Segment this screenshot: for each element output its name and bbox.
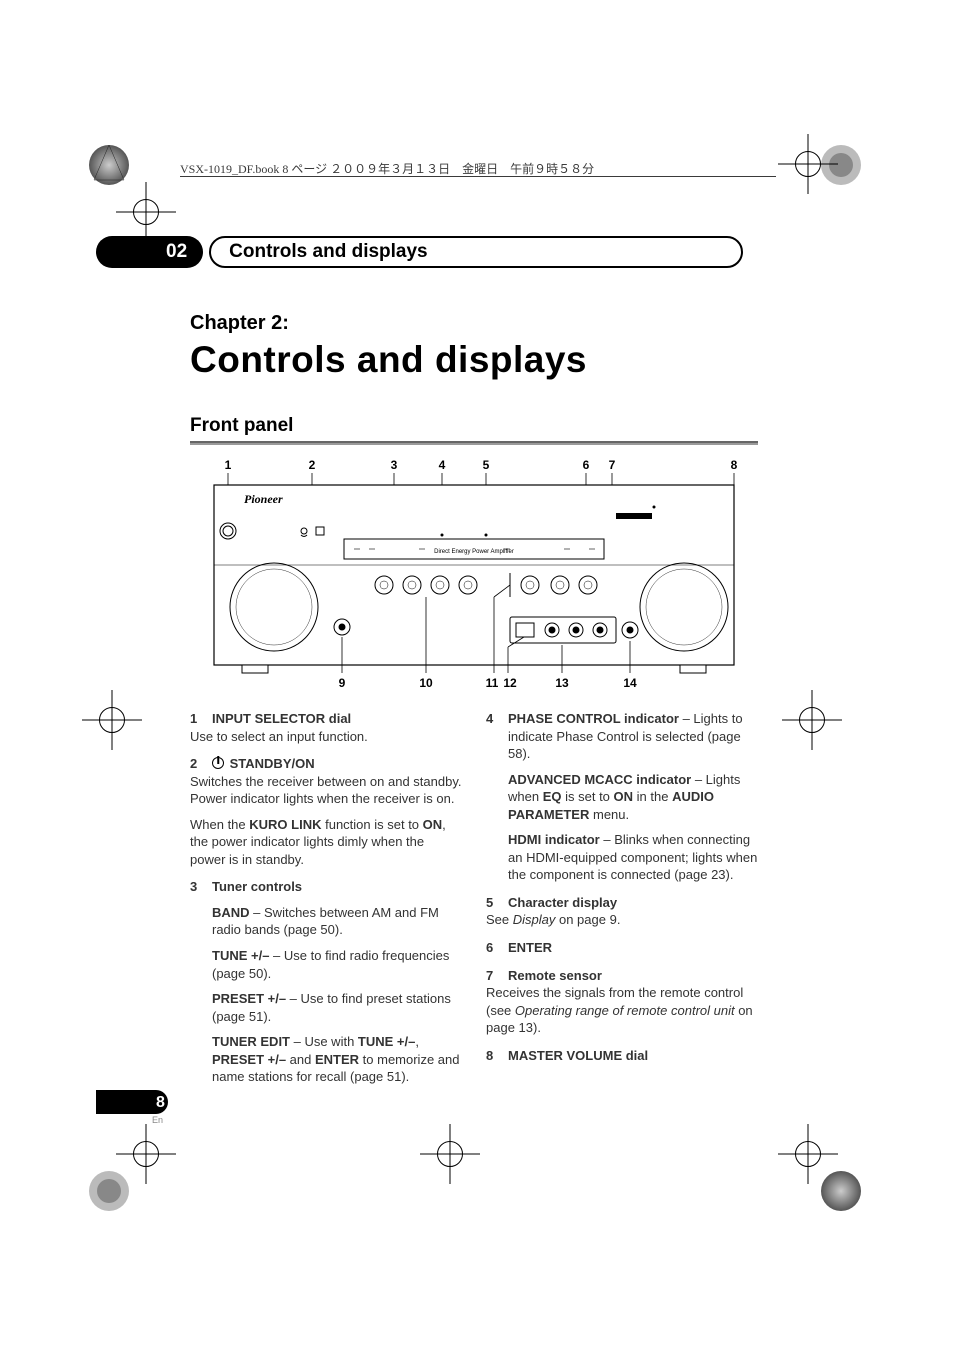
item-body-text-2: When the KURO LINK function is set to ON…	[190, 816, 462, 869]
item-num: 8	[486, 1047, 500, 1065]
item-title: Tuner controls	[212, 879, 302, 894]
item-8: 8 MASTER VOLUME dial	[486, 1047, 758, 1065]
crop-cross-top-right	[778, 134, 838, 194]
description-columns: 1 INPUT SELECTOR dial Use to select an i…	[190, 710, 758, 1096]
item-num: 5	[486, 894, 500, 912]
diagram-brand: Pioneer	[244, 492, 283, 506]
item-5: 5 Character display See Display on page …	[486, 894, 758, 929]
callout-top-6: 6	[583, 458, 590, 472]
item-num: 6	[486, 939, 500, 957]
item-title: Remote sensor	[508, 968, 602, 983]
callout-top-8: 8	[731, 458, 738, 472]
page-number: 8	[96, 1090, 168, 1114]
item-num: 4	[486, 710, 500, 763]
item-title: Character display	[508, 895, 617, 910]
item-title: STANDBY/ON	[230, 756, 315, 771]
crop-cross-mid-left	[82, 690, 142, 750]
sub-advanced-mcacc: ADVANCED MCACC indicator – Lights when E…	[508, 771, 758, 824]
callout-bottom-10: 10	[419, 676, 433, 690]
item-num: 2	[190, 755, 204, 773]
item-title: MASTER VOLUME dial	[508, 1048, 648, 1063]
callout-bottom-14: 14	[623, 676, 637, 690]
running-header-rule	[180, 176, 776, 177]
item-body-text: Use to select an input function.	[190, 728, 462, 746]
sub-band: BAND – Switches between AM and FM radio …	[212, 904, 462, 939]
item-num: 1	[190, 710, 204, 728]
page-lang: En	[96, 1115, 168, 1125]
diagram-display-text: Direct Energy Power Amplifier	[434, 549, 514, 555]
callout-bottom-13: 13	[555, 676, 569, 690]
chapter-label: Chapter 2:	[190, 312, 758, 335]
callout-top-5: 5	[483, 458, 490, 472]
callout-bottom-11: 11	[486, 676, 499, 690]
callout-bottom-12: 12	[503, 676, 517, 690]
chapter-number-pill: 02	[96, 236, 203, 268]
sub-tuner-edit: TUNER EDIT – Use with TUNE +/–, PRESET +…	[212, 1033, 462, 1086]
front-panel-diagram: 1 2 3 4 5 6 7 8	[194, 457, 754, 698]
callout-top-2: 2	[309, 458, 316, 472]
page-content: Chapter 2: Controls and displays Front p…	[190, 312, 758, 1096]
crop-cross-bottom-left	[116, 1124, 176, 1184]
item-4: 4 PHASE CONTROL indicator – Lights to in…	[486, 710, 758, 884]
callout-top-1: 1	[225, 458, 232, 472]
item-body-text: Switches the receiver between on and sta…	[190, 773, 462, 808]
callout-top-4: 4	[439, 458, 446, 472]
item-title: INPUT SELECTOR dial	[212, 711, 351, 726]
power-icon	[212, 757, 224, 769]
item-2: 2 STANDBY/ON Switches the receiver betwe…	[190, 755, 462, 868]
item-title: PHASE CONTROL indicator	[508, 711, 679, 726]
sub-hdmi: HDMI indicator – Blinks when connecting …	[508, 831, 758, 884]
crop-cross-top-left	[116, 182, 176, 242]
item-body-text: See Display on page 9.	[486, 911, 758, 929]
running-header: VSX-1019_DF.book 8 ページ ２００９年３月１３日 金曜日 午前…	[180, 160, 780, 177]
section-front-panel: Front panel 1 2 3 4 5 6 7 8	[190, 415, 758, 1096]
section-title: Front panel	[190, 415, 758, 437]
item-3: 3 Tuner controls BAND – Switches between…	[190, 878, 462, 1085]
item-1: 1 INPUT SELECTOR dial Use to select an i…	[190, 710, 462, 745]
item-6: 6 ENTER	[486, 939, 758, 957]
section-rule	[190, 441, 758, 445]
crop-cross-bottom-right	[778, 1124, 838, 1184]
crop-cross-bottom-center	[420, 1124, 480, 1184]
right-column: 4 PHASE CONTROL indicator – Lights to in…	[486, 710, 758, 1096]
item-num: 3	[190, 878, 204, 896]
page-footer: 8 En	[96, 1090, 168, 1125]
sub-tune: TUNE +/– – Use to find radio frequencies…	[212, 947, 462, 982]
crop-cross-mid-right	[782, 690, 842, 750]
left-column: 1 INPUT SELECTOR dial Use to select an i…	[190, 710, 462, 1096]
page-title: Controls and displays	[190, 339, 758, 381]
callout-bottom-9: 9	[339, 676, 346, 690]
sub-preset: PRESET +/– – Use to find preset stations…	[212, 990, 462, 1025]
item-body-text: Receives the signals from the remote con…	[486, 984, 758, 1037]
chapter-bar: 02 Controls and displays	[96, 236, 743, 268]
item-title: ENTER	[508, 940, 552, 955]
callout-top-7: 7	[609, 458, 616, 472]
chapter-title-pill: Controls and displays	[209, 236, 743, 268]
item-num: 7	[486, 967, 500, 985]
item-7: 7 Remote sensor Receives the signals fro…	[486, 967, 758, 1037]
callout-top-3: 3	[391, 458, 398, 472]
